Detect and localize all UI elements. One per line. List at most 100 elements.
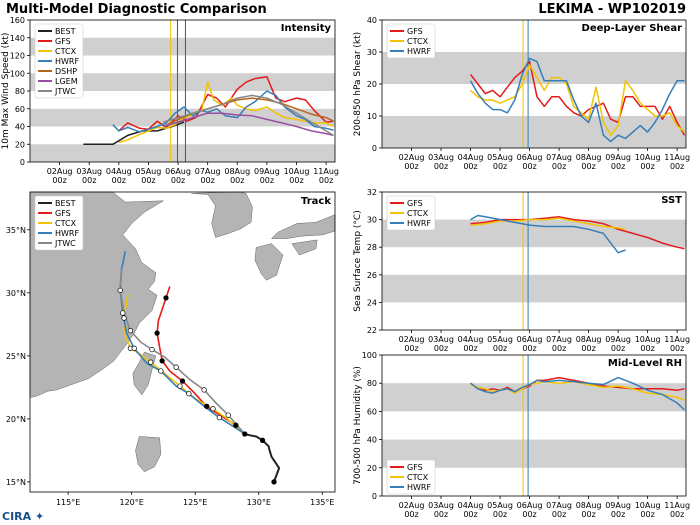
y-tick-label: 26 (367, 271, 377, 280)
panel-title: Intensity (281, 23, 332, 34)
y-tick-label: 100 (362, 351, 377, 360)
y-tick-label: 20 (367, 80, 377, 89)
x-tick-time: 00z (289, 176, 303, 185)
x-tick-date: 04Aug (458, 501, 484, 510)
track-point-jtwc (201, 387, 207, 393)
x-tick-time: 00z (611, 510, 625, 519)
x-tick-date: 09Aug (254, 167, 280, 176)
x-tick-time: 00z (404, 162, 418, 171)
series-line-hwrf (112, 90, 334, 133)
legend-label: HWRF (407, 219, 431, 228)
x-tick-date: 04Aug (106, 167, 132, 176)
track-point-gfs (159, 358, 165, 364)
y-tick-label: 120 (10, 52, 25, 61)
x-tick-time: 00z (141, 176, 155, 185)
legend-label: HWRF (55, 57, 79, 66)
y-tick-label: 32 (367, 188, 377, 197)
legend-box (386, 23, 436, 59)
series-line-jtwc (163, 94, 334, 137)
plot-frame (29, 191, 336, 493)
legend-label: GFS (55, 209, 71, 218)
y-tick-label: 80 (367, 379, 377, 388)
x-tick-label: 125°E (183, 498, 207, 507)
x-tick-date: 10Aug (635, 153, 661, 162)
series-line-hwrf (469, 57, 685, 143)
track-point-jtwc (173, 364, 179, 370)
track-point-gfs (203, 403, 210, 409)
x-tick-date: 11Aug (313, 167, 339, 176)
track-point-gfs (163, 295, 169, 301)
x-tick-time: 00z (52, 176, 66, 185)
x-tick-time: 00z (463, 344, 477, 353)
background-band (30, 37, 335, 56)
track-point-best (242, 431, 248, 437)
y-tick-label: 0 (372, 144, 377, 153)
series-line-hwrf (470, 214, 626, 254)
legend-label: HWRF (55, 229, 79, 238)
x-tick-time: 00z (552, 344, 566, 353)
x-tick-date: 05Aug (136, 167, 162, 176)
y-tick-label: 15°N (6, 478, 26, 487)
legend-label: BEST (55, 27, 76, 36)
x-tick-date: 02Aug (47, 167, 73, 176)
legend-label: HWRF (407, 483, 431, 492)
x-tick-time: 00z (670, 344, 684, 353)
y-tick-label: 20 (367, 464, 377, 473)
x-tick-date: 05Aug (487, 153, 513, 162)
y-tick-label: 40 (15, 123, 25, 132)
y-tick-label: 10 (367, 112, 377, 121)
x-tick-time: 00z (434, 162, 448, 171)
x-tick-time: 00z (493, 162, 507, 171)
legend-label: JTWC (54, 87, 76, 96)
y-tick-label: 60 (15, 105, 25, 114)
y-tick-label: 25°N (6, 352, 26, 361)
y-tick-label: 100 (10, 69, 25, 78)
track-point-gfs (233, 422, 239, 428)
x-tick-time: 00z (670, 162, 684, 171)
legend-label: GFS (407, 199, 423, 208)
plot-frame (381, 191, 687, 331)
x-tick-time: 00z (493, 510, 507, 519)
x-tick-label: 120°E (120, 498, 144, 507)
legend-box (34, 195, 84, 251)
track-point-ctcx (210, 406, 216, 412)
y-tick-label: 30 (367, 48, 377, 57)
y-tick-label: 30 (367, 216, 377, 225)
x-tick-time: 00z (463, 510, 477, 519)
x-tick-time: 00z (112, 176, 126, 185)
x-tick-time: 00z (581, 510, 595, 519)
x-tick-time: 00z (260, 176, 274, 185)
panel-sst: 22242628303202Aug00z03Aug00z04Aug00z05Au… (353, 188, 690, 353)
track-point-hwrf (131, 345, 137, 351)
plot-frame (381, 354, 687, 497)
track-line-ctcx (123, 293, 246, 435)
x-tick-time: 00z (171, 176, 185, 185)
series-line-gfs (469, 60, 686, 136)
storm-title: LEKIMA - WP102019 (538, 2, 686, 17)
y-axis-label: 10m Max Wind Speed (kt) (1, 33, 11, 150)
x-tick-time: 00z (581, 344, 595, 353)
panel-title: Deep-Layer Shear (582, 23, 683, 34)
x-tick-time: 00z (640, 510, 654, 519)
y-tick-label: 0 (372, 492, 377, 501)
x-tick-label: 135°E (310, 498, 334, 507)
x-tick-date: 11Aug (664, 153, 690, 162)
x-tick-date: 06Aug (165, 167, 191, 176)
legend-label: JTWC (54, 239, 76, 248)
x-tick-label: 130°E (247, 498, 271, 507)
track-point-hwrf (186, 391, 192, 397)
track-point-hwrf (120, 310, 126, 316)
series-line-gfs (118, 76, 334, 132)
legend-box (34, 23, 84, 99)
track-point-hwrf (216, 414, 223, 421)
y-tick-label: 28 (367, 243, 377, 252)
legend-label: CTCX (407, 209, 429, 218)
x-tick-date: 08Aug (576, 501, 602, 510)
y-tick-label: 0 (20, 158, 25, 167)
legend-label: GFS (55, 37, 71, 46)
panel-title: Track (301, 196, 331, 207)
x-tick-date: 03Aug (428, 153, 454, 162)
series-line-ctcx (118, 81, 334, 144)
x-tick-date: 08Aug (224, 167, 250, 176)
